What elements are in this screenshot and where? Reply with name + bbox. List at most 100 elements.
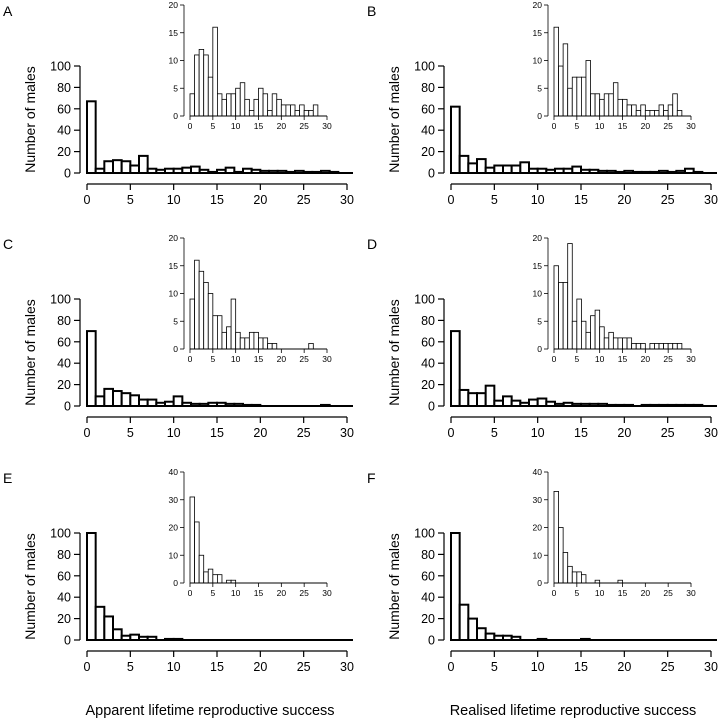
inset-bar	[644, 110, 651, 117]
inset-bar	[585, 331, 591, 350]
inset-bar	[248, 110, 255, 117]
inset-x-tick-label: 25	[299, 121, 309, 131]
inset-bar	[581, 76, 587, 117]
bar	[120, 392, 132, 408]
inset-bar	[658, 104, 664, 117]
bar	[536, 397, 548, 408]
inset-bar	[663, 110, 669, 117]
inset-bar	[672, 343, 678, 350]
inset-bar	[194, 521, 200, 584]
inset-bar	[226, 326, 232, 350]
inset-bar	[631, 343, 637, 350]
inset-bar	[276, 98, 282, 117]
inset-bar	[581, 320, 587, 350]
inset-y-tick-label: 10	[169, 550, 179, 560]
y-tick-label: 40	[421, 124, 435, 138]
inset-x-tick-label: 15	[254, 354, 264, 364]
inset-bar	[590, 315, 596, 350]
x-tick-label: 5	[491, 660, 498, 674]
inset-bar	[230, 298, 237, 350]
x-tick-label: 15	[210, 660, 224, 674]
y-tick-label: 40	[57, 124, 71, 138]
inset-histogram: 0 5 10 15 20 25 30 0 5 10 15 20	[169, 233, 332, 364]
inset-bar	[603, 337, 610, 350]
inset-bar	[567, 243, 573, 350]
inset-bar	[567, 87, 573, 117]
y-tick-label: 20	[57, 378, 71, 392]
inset-bar	[667, 104, 674, 117]
inset-bar	[239, 337, 246, 350]
inset-y-tick-label: 10	[533, 289, 543, 299]
inset-bar	[635, 110, 642, 117]
inset-bar	[612, 82, 619, 117]
inset-x-tick-label: 15	[254, 588, 264, 598]
bar	[458, 154, 470, 175]
bar	[476, 392, 487, 408]
y-tick-label: 20	[421, 612, 435, 626]
inset-y-tick-label: 0	[537, 578, 542, 588]
y-tick-label: 100	[50, 60, 71, 74]
inset-bar	[285, 104, 291, 117]
inset-bar	[617, 337, 623, 350]
inset-y-tick-label: 15	[169, 261, 179, 271]
bar	[467, 617, 479, 641]
y-axis-label: Number of males	[386, 299, 402, 406]
inset-bar	[253, 331, 259, 350]
y-tick-label: 60	[57, 102, 71, 116]
inset-bar	[308, 110, 314, 117]
x-tick-label: 0	[84, 426, 91, 440]
inset-y-tick-label: 0	[537, 111, 542, 121]
inset-bar	[553, 265, 559, 350]
bar	[458, 603, 470, 642]
inset-x-tick-label: 25	[299, 588, 309, 598]
inset-bar	[654, 343, 660, 350]
bar	[103, 615, 115, 642]
inset-bar	[631, 104, 637, 117]
inset-x-tick-label: 10	[595, 588, 605, 598]
y-tick-label: 100	[414, 293, 435, 307]
inset-x-tick-label: 0	[552, 588, 557, 598]
inset-bar	[267, 343, 273, 350]
inset-bar	[299, 104, 305, 117]
inset-bar	[189, 496, 195, 584]
panel-letter: F	[367, 470, 376, 486]
inset-bar	[203, 571, 209, 584]
inset-x-tick-label: 0	[552, 121, 557, 131]
bar	[172, 395, 184, 407]
inset-bar	[221, 98, 227, 117]
x-tick-label: 20	[253, 193, 267, 207]
y-tick-label: 0	[64, 634, 71, 648]
y-tick-label: 80	[421, 314, 435, 328]
x-tick-label: 30	[340, 426, 354, 440]
inset-bar	[280, 104, 287, 117]
x-tick-label: 10	[167, 426, 181, 440]
x-tick-label: 30	[704, 660, 718, 674]
x-tick-label: 25	[661, 426, 675, 440]
inset-y-tick-label: 15	[533, 261, 543, 271]
x-axis-label-left: Apparent lifetime reproductive success	[85, 703, 334, 719]
inset-bar	[207, 293, 214, 350]
inset-y-tick-label: 30	[169, 495, 179, 505]
inset-bar	[207, 568, 214, 584]
x-tick-label: 10	[531, 660, 545, 674]
inset-y-tick-label: 20	[533, 233, 543, 243]
x-tick-label: 5	[127, 660, 134, 674]
inset-bar	[562, 281, 569, 350]
bar	[484, 384, 496, 408]
inset-x-tick-label: 5	[210, 588, 215, 598]
x-axis-label-right: Realised lifetime reproductive success	[450, 703, 697, 719]
x-tick-label: 30	[340, 660, 354, 674]
inset-bar	[198, 49, 205, 117]
inset-x-tick-label: 20	[641, 588, 651, 598]
x-tick-label: 15	[210, 426, 224, 440]
inset-bar	[571, 320, 578, 350]
inset-y-tick-label: 30	[533, 495, 543, 505]
y-tick-label: 40	[57, 591, 71, 605]
inset-y-tick-label: 40	[533, 467, 543, 477]
inset-bar	[198, 554, 205, 584]
inset-x-tick-label: 25	[663, 354, 673, 364]
x-tick-label: 5	[491, 426, 498, 440]
y-axis-label: Number of males	[386, 533, 402, 640]
